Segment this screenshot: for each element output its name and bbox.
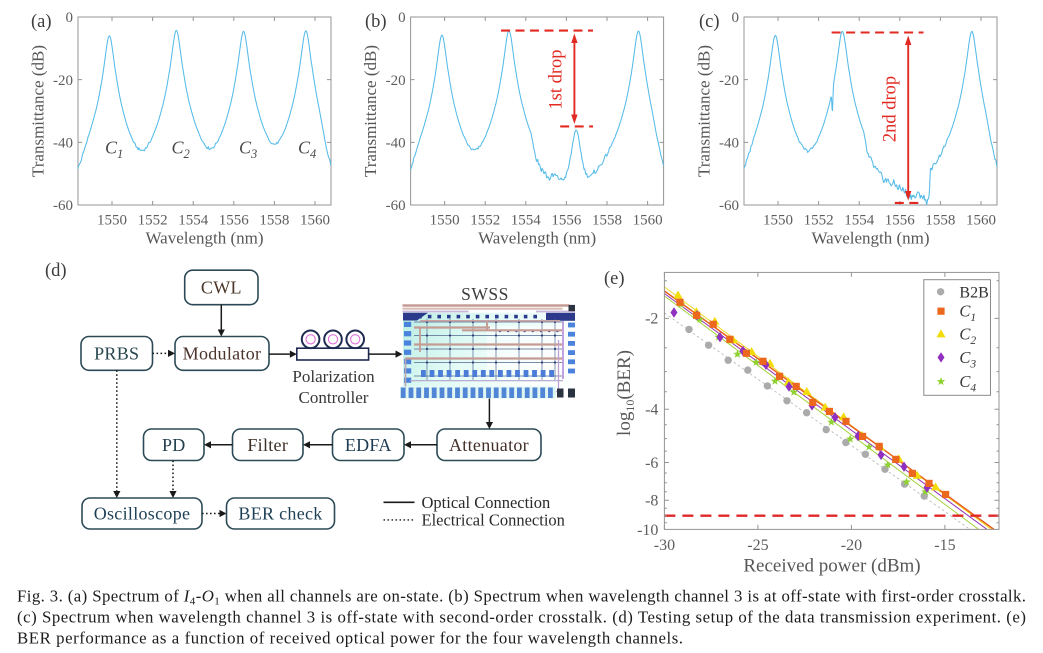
svg-text:1554: 1554 bbox=[844, 213, 875, 229]
svg-text:(a): (a) bbox=[31, 12, 52, 32]
svg-text:C4: C4 bbox=[298, 138, 316, 162]
svg-text:-40: -40 bbox=[719, 136, 739, 152]
svg-text:(e): (e) bbox=[604, 269, 625, 289]
svg-text:Attenuator: Attenuator bbox=[449, 435, 529, 455]
svg-text:-20: -20 bbox=[386, 73, 406, 89]
svg-text:1552: 1552 bbox=[804, 213, 834, 229]
svg-text:Optical Connection: Optical Connection bbox=[422, 493, 551, 512]
svg-text:1554: 1554 bbox=[511, 213, 542, 229]
svg-text:Transmittance (dB): Transmittance (dB) bbox=[361, 45, 380, 177]
svg-text:Fig. 3. (a) Spectrum of I4-O1: Fig. 3. (a) Spectrum of I4-O1 when all c… bbox=[17, 587, 1026, 608]
svg-text:1st drop: 1st drop bbox=[547, 49, 567, 109]
svg-text:Electrical Connection: Electrical Connection bbox=[422, 511, 565, 530]
svg-text:1560: 1560 bbox=[633, 213, 663, 229]
svg-text:2nd drop: 2nd drop bbox=[881, 76, 901, 142]
svg-text:1550: 1550 bbox=[430, 213, 460, 229]
svg-text:(c): (c) bbox=[699, 12, 720, 32]
svg-text:0: 0 bbox=[732, 10, 740, 26]
svg-text:0: 0 bbox=[398, 10, 406, 26]
svg-text:0: 0 bbox=[66, 10, 74, 26]
svg-text:-20: -20 bbox=[53, 73, 73, 89]
svg-text:-20: -20 bbox=[841, 537, 862, 554]
svg-text:-15: -15 bbox=[934, 537, 955, 554]
svg-text:-20: -20 bbox=[719, 73, 739, 89]
svg-text:-8: -8 bbox=[645, 493, 658, 510]
svg-text:SWSS: SWSS bbox=[461, 284, 509, 304]
svg-text:1552: 1552 bbox=[138, 213, 168, 229]
svg-text:BER performance as a function: BER performance as a function of receive… bbox=[17, 629, 683, 648]
svg-text:-60: -60 bbox=[386, 198, 406, 214]
svg-text:-2: -2 bbox=[645, 311, 658, 328]
svg-text:Oscilloscope: Oscilloscope bbox=[94, 504, 191, 524]
svg-text:B2B: B2B bbox=[959, 284, 988, 301]
svg-text:EDFA: EDFA bbox=[345, 435, 392, 455]
svg-text:Wavelength (nm): Wavelength (nm) bbox=[478, 229, 596, 248]
svg-text:CWL: CWL bbox=[201, 278, 242, 298]
svg-text:(c) Spectrum when wavelength c: (c) Spectrum when wavelength channel 3 i… bbox=[17, 608, 1026, 627]
svg-text:1556: 1556 bbox=[219, 213, 250, 229]
svg-text:-10: -10 bbox=[637, 522, 658, 539]
svg-text:-30: -30 bbox=[654, 537, 675, 554]
svg-text:-6: -6 bbox=[645, 455, 658, 472]
svg-text:-40: -40 bbox=[53, 136, 73, 152]
svg-text:1558: 1558 bbox=[925, 213, 955, 229]
svg-text:1558: 1558 bbox=[592, 213, 622, 229]
svg-text:Received power (dBm): Received power (dBm) bbox=[743, 556, 920, 577]
svg-text:1560: 1560 bbox=[300, 213, 330, 229]
svg-text:1550: 1550 bbox=[97, 213, 127, 229]
svg-text:(d): (d) bbox=[45, 261, 67, 281]
svg-text:PRBS: PRBS bbox=[94, 344, 139, 364]
svg-text:-60: -60 bbox=[719, 198, 739, 214]
svg-text:C2: C2 bbox=[172, 138, 190, 162]
svg-text:-40: -40 bbox=[386, 136, 406, 152]
svg-text:(b): (b) bbox=[365, 12, 387, 32]
svg-text:-25: -25 bbox=[747, 537, 768, 554]
svg-text:Transmittance (dB): Transmittance (dB) bbox=[695, 45, 714, 177]
svg-text:1554: 1554 bbox=[178, 213, 209, 229]
svg-text:1560: 1560 bbox=[966, 213, 996, 229]
svg-text:1556: 1556 bbox=[885, 213, 916, 229]
svg-text:1552: 1552 bbox=[470, 213, 500, 229]
svg-text:Transmittance (dB): Transmittance (dB) bbox=[29, 45, 48, 177]
svg-text:-60: -60 bbox=[53, 198, 73, 214]
svg-text:Controller: Controller bbox=[299, 388, 369, 407]
svg-text:Filter: Filter bbox=[247, 435, 288, 455]
svg-text:Modulator: Modulator bbox=[183, 344, 262, 364]
svg-text:1550: 1550 bbox=[763, 213, 793, 229]
svg-text:BER check: BER check bbox=[238, 504, 322, 524]
svg-text:1556: 1556 bbox=[551, 213, 582, 229]
svg-text:C3: C3 bbox=[239, 138, 257, 162]
svg-text:log10(BER): log10(BER) bbox=[614, 350, 637, 436]
svg-text:Polarization: Polarization bbox=[292, 367, 375, 386]
svg-text:C1: C1 bbox=[105, 138, 123, 162]
svg-text:1558: 1558 bbox=[259, 213, 289, 229]
svg-text:-4: -4 bbox=[645, 402, 658, 419]
svg-text:Wavelength (nm): Wavelength (nm) bbox=[811, 229, 929, 248]
svg-text:PD: PD bbox=[162, 435, 186, 455]
svg-text:Wavelength (nm): Wavelength (nm) bbox=[145, 229, 263, 248]
